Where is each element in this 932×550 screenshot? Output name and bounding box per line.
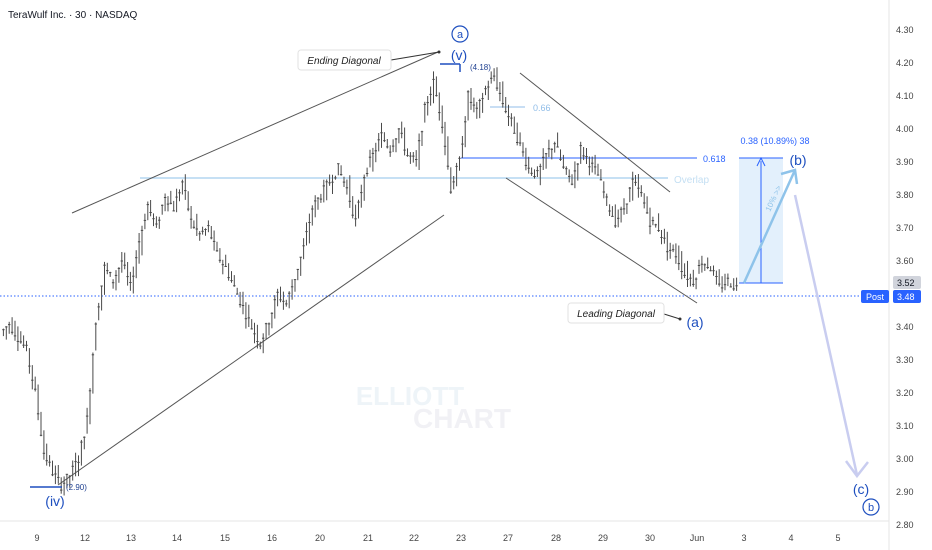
y-tick-label: 4.20 [896, 58, 914, 68]
leading-diagonal-label: Leading Diagonal [577, 309, 656, 320]
x-tick-label: Jun [690, 533, 705, 543]
x-tick-label: 5 [835, 533, 840, 543]
y-tick-label: 3.80 [896, 190, 914, 200]
y-tick-label: 2.80 [896, 520, 914, 530]
x-tick-label: 27 [503, 533, 513, 543]
leading-diagonal-pointer-dot [678, 317, 682, 321]
wave-a-circle [451, 25, 469, 43]
y-tick-label: 2.90 [896, 487, 914, 497]
y-tick-label: 3.70 [896, 223, 914, 233]
x-tick-label: 22 [409, 533, 419, 543]
x-tick-label: 16 [267, 533, 277, 543]
chart-title: TeraWulf Inc. · 30 · NASDAQ [8, 10, 138, 21]
x-tick-label: 21 [363, 533, 373, 543]
ending-diagonal-pointer-dot [437, 50, 441, 54]
measure-arrowhead [756, 156, 766, 167]
leading-diagonal-box [567, 302, 665, 324]
x-tick-label: 23 [456, 533, 466, 543]
projection-up-arrow [742, 169, 797, 284]
leading-diagonal-pointer [663, 313, 681, 320]
x-tick-label: 14 [172, 533, 182, 543]
x-tick-label: 9 [34, 533, 39, 543]
y-tick-label: 3.10 [896, 421, 914, 431]
y-tick-label: 3.40 [896, 322, 914, 332]
level-0618-label: 0.618 [703, 154, 726, 164]
wave-b-circle-label: b [868, 502, 874, 514]
overlap-label: Overlap [674, 175, 709, 186]
level-066-label: 0.66 [533, 103, 551, 113]
x-tick-label: 15 [220, 533, 230, 543]
ending-diagonal-box [297, 49, 392, 71]
wave-iv-label: (iv) [45, 493, 64, 509]
y-tick-label: 4.00 [896, 124, 914, 134]
wave-a-circle-label: a [457, 29, 464, 41]
x-tick-label: 12 [80, 533, 90, 543]
y-tick-label: 3.00 [896, 454, 914, 464]
post-price-badge [893, 290, 921, 303]
y-tick-label: 3.30 [896, 355, 914, 365]
x-tick-label: 29 [598, 533, 608, 543]
last-price-value: 3.52 [897, 278, 915, 288]
wave-c-paren-label: (c) [853, 481, 869, 497]
measure-label: 0.38 (10.89%) 38 [740, 136, 809, 146]
x-tick-label: 13 [126, 533, 136, 543]
watermark-line1: ELLIOTT [356, 381, 464, 411]
y-tick-label: 3.20 [896, 388, 914, 398]
wave-b-circle [862, 498, 880, 516]
x-tick-label: 28 [551, 533, 561, 543]
leading-diagonal-upper [519, 72, 671, 193]
last-price-badge [893, 276, 921, 289]
ending-diagonal-pointer [390, 51, 440, 61]
x-tick-label: 30 [645, 533, 655, 543]
low-label: (2.90) [66, 483, 87, 492]
time-axis: 9 12 13 14 15 16 20 21 22 23 27 28 29 30 Jun 3 4 5 [34, 533, 840, 543]
x-tick-label: 4 [788, 533, 793, 543]
post-price-value: 3.48 [897, 292, 915, 302]
ending-diagonal-upper [71, 51, 439, 214]
projection-up-head [780, 168, 799, 185]
leading-diagonal-lower [505, 177, 698, 304]
y-tick-label: 3.90 [896, 157, 914, 167]
wave-b-paren-label: (b) [789, 152, 806, 168]
post-label: Post [866, 292, 885, 302]
ending-diagonal-lower [57, 214, 445, 486]
projection-down-head [844, 460, 869, 479]
projection-down-arrow [793, 194, 859, 476]
high-label: (4.18) [470, 63, 491, 72]
wave-v-label: (v) [451, 47, 467, 63]
price-bars [2, 67, 738, 496]
ending-diagonal-label: Ending Diagonal [307, 56, 381, 67]
y-tick-label: 4.10 [896, 91, 914, 101]
wave-a-paren-label: (a) [686, 314, 703, 330]
post-label-badge [861, 290, 889, 303]
x-tick-label: 3 [741, 533, 746, 543]
y-tick-label: 4.30 [896, 25, 914, 35]
x-tick-label: 20 [315, 533, 325, 543]
watermark-line2: CHART [413, 403, 511, 434]
y-tick-label: 3.60 [896, 256, 914, 266]
